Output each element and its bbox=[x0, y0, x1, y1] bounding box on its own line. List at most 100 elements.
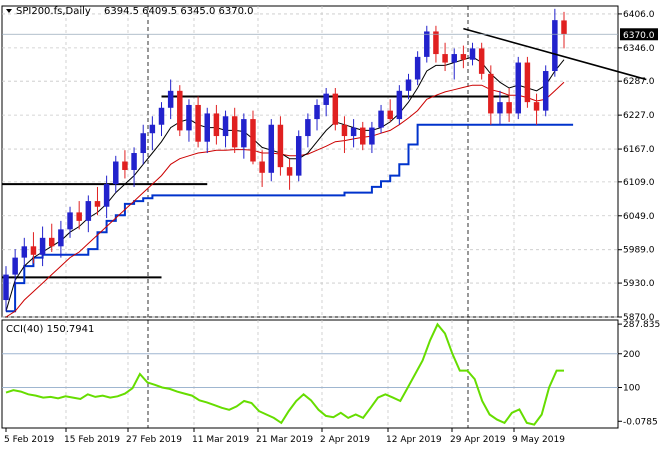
candle-bearish bbox=[332, 87, 339, 131]
candle-bearish bbox=[122, 150, 128, 179]
candle-bearish bbox=[387, 99, 393, 122]
candle-body bbox=[103, 184, 110, 207]
candle-bearish bbox=[478, 42, 485, 80]
candle-bullish bbox=[103, 175, 110, 219]
candle-bearish bbox=[250, 110, 256, 165]
candle-body bbox=[67, 212, 73, 230]
trendline bbox=[463, 27, 647, 81]
candle-body bbox=[442, 54, 448, 63]
candle-bearish bbox=[360, 121, 366, 151]
candle-body bbox=[405, 79, 412, 91]
candle-bullish bbox=[167, 79, 174, 120]
candle-body bbox=[177, 90, 183, 131]
candle-body bbox=[469, 48, 476, 60]
candle-body bbox=[12, 257, 18, 275]
candle-body bbox=[231, 116, 238, 148]
candle-bullish bbox=[131, 147, 137, 187]
candle-bearish bbox=[561, 11, 567, 49]
candle-body bbox=[506, 102, 512, 114]
candle-bearish bbox=[259, 150, 265, 187]
price-panel-frame bbox=[1, 5, 619, 318]
candle-body bbox=[424, 31, 430, 57]
price-tag: 6370.0 bbox=[620, 28, 658, 41]
candle-body bbox=[387, 110, 393, 120]
candle-body bbox=[21, 246, 28, 258]
candle-body bbox=[350, 127, 357, 137]
symbol-label: SPI200.fs,Daily bbox=[16, 6, 91, 17]
candle-bullish bbox=[85, 195, 92, 233]
candle-bullish bbox=[451, 48, 457, 80]
price-tick-label: 6049.0 bbox=[623, 212, 655, 222]
price-axis: 6406.0 6346.0 6287.0 6227.0 6167.0 6109.0 6049… bbox=[618, 10, 655, 323]
candle-body bbox=[295, 136, 302, 176]
cci-panel[interactable]: CCI(40) 150.7941 bbox=[1, 319, 619, 429]
candle-bullish bbox=[222, 110, 229, 148]
price-panel[interactable] bbox=[1, 5, 647, 318]
candle-body bbox=[277, 124, 284, 168]
candle-bullish bbox=[39, 226, 46, 267]
price-tick-label: 6346.0 bbox=[623, 44, 655, 54]
candle-body bbox=[360, 127, 366, 145]
price-tick-label: 6109.0 bbox=[623, 178, 655, 188]
candle-bearish bbox=[94, 186, 101, 216]
price-tick-label: 5989.0 bbox=[623, 246, 655, 256]
candle-body bbox=[241, 119, 247, 148]
candle-body bbox=[48, 237, 55, 247]
candle-bearish bbox=[341, 116, 348, 154]
candle-body bbox=[305, 119, 311, 137]
candle-bullish bbox=[414, 51, 421, 86]
candle-bearish bbox=[231, 107, 238, 154]
candle-bearish bbox=[213, 104, 220, 145]
cci-panel-frame bbox=[1, 319, 619, 429]
candle-body bbox=[396, 90, 403, 120]
candle-bearish bbox=[30, 232, 37, 264]
candle-body bbox=[524, 62, 531, 103]
support-step-line bbox=[6, 123, 574, 313]
price-tick-label: 6406.0 bbox=[623, 10, 655, 20]
candle-body bbox=[213, 113, 220, 137]
candle-bullish bbox=[323, 87, 329, 117]
date-tick-label: 2 Apr 2019 bbox=[320, 435, 370, 445]
candles bbox=[3, 8, 567, 312]
date-tick-label: 12 Apr 2019 bbox=[386, 435, 442, 445]
triangle-down-icon[interactable] bbox=[6, 9, 12, 13]
candle-body bbox=[286, 167, 293, 176]
price-tick-label: 6227.0 bbox=[623, 111, 655, 121]
candle-body bbox=[259, 161, 265, 173]
candle-body bbox=[488, 73, 494, 114]
candle-body bbox=[195, 104, 201, 142]
candle-bullish bbox=[3, 266, 9, 312]
cci-grid bbox=[2, 320, 618, 428]
candle-body bbox=[369, 127, 375, 145]
candle-bearish bbox=[177, 85, 183, 137]
candle-body bbox=[113, 161, 119, 185]
candle-bullish bbox=[67, 206, 73, 238]
date-tick-label: 27 Feb 2019 bbox=[126, 435, 182, 445]
price-tick-label: 6287.0 bbox=[623, 77, 655, 87]
candle-bearish bbox=[524, 56, 531, 108]
candle-bearish bbox=[277, 116, 284, 176]
candle-bullish bbox=[149, 116, 156, 151]
candle-body bbox=[533, 102, 540, 111]
candle-body bbox=[552, 20, 558, 72]
cci-tick-label: 200 bbox=[623, 350, 640, 360]
cci-label: CCI(40) 150.7941 bbox=[6, 324, 94, 335]
price-tick-label: 6167.0 bbox=[623, 145, 655, 155]
candle-bullish bbox=[542, 65, 549, 117]
candle-bullish bbox=[295, 130, 302, 182]
price-tick-label: 5930.0 bbox=[623, 279, 655, 289]
candle-bearish bbox=[76, 201, 82, 230]
candle-bullish bbox=[515, 56, 522, 120]
candle-body bbox=[140, 133, 146, 154]
date-tick-label: 11 Mar 2019 bbox=[192, 435, 249, 445]
candle-body bbox=[3, 274, 9, 301]
candle-bullish bbox=[405, 73, 412, 100]
candle-bullish bbox=[396, 85, 403, 125]
candle-bullish bbox=[204, 107, 210, 154]
candle-bullish bbox=[158, 102, 165, 137]
cci-tick-label: -0.0785 bbox=[623, 417, 658, 427]
candle-bullish bbox=[113, 155, 119, 193]
date-axis: 5 Feb 2019 15 Feb 2019 27 Feb 2019 11 Mar 2… bbox=[4, 428, 565, 445]
date-tick-label: 9 May 2019 bbox=[512, 435, 565, 445]
